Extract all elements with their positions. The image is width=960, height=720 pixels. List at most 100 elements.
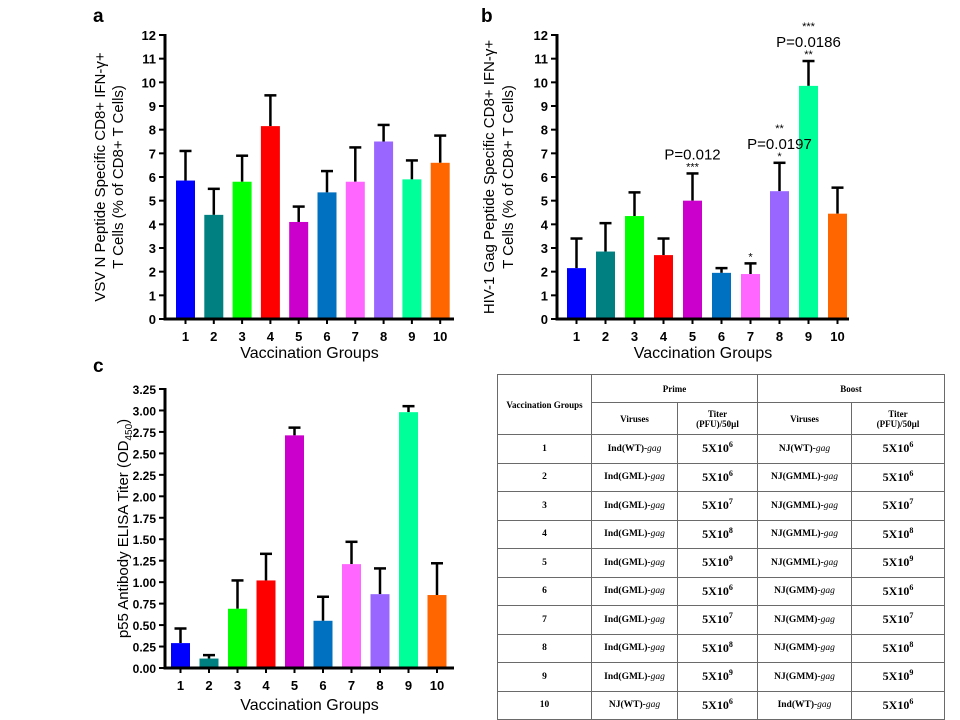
y-tick-label: 5 [541, 194, 548, 209]
x-tick-label: 8 [776, 329, 783, 344]
y-tick-label: 2 [541, 265, 548, 280]
cell-boost-titer: 5X109 [851, 548, 945, 578]
y-tick-label: 10 [534, 75, 548, 90]
x-tick-label: 8 [376, 678, 383, 693]
virus-name: Ind(GML)- [604, 643, 651, 654]
cell-group: 9 [497, 662, 592, 692]
gene-name: gag [650, 614, 665, 625]
cell-boost-virus: NJ(GMML)-gag [757, 548, 852, 578]
cell-prime-virus: Ind(GML)-gag [591, 605, 678, 635]
table-row: 8 Ind(GML)-gag 5X108 NJ(GMM)-gag 5X108 [497, 633, 945, 663]
cell-boost-titer: 5X107 [851, 605, 945, 635]
titer-base: 5X10 [882, 640, 910, 655]
cell-group: 10 [497, 690, 592, 720]
virus-name: NJ(GMML)- [770, 557, 824, 568]
cell-boost-virus: NJ(GMML)-gag [757, 462, 852, 492]
cell-boost-titer: 5X106 [851, 690, 945, 720]
cell-prime-virus: Ind(GML)-gag [591, 576, 678, 606]
x-tick-label: 6 [319, 678, 326, 693]
x-axis-label: Vaccination Groups [634, 345, 772, 362]
bar-group-10 [427, 595, 447, 668]
x-tick-label: 5 [295, 329, 302, 344]
gene-name: gag [645, 700, 661, 711]
y-tick-label: 11 [142, 52, 156, 67]
bar-group-2 [596, 251, 615, 319]
table-row: 3 Ind(GML)-gag 5X107 NJ(GMML)-gag 5X107 [497, 491, 945, 521]
y-tick-label: 2.75 [133, 426, 157, 440]
panel-label-c: c [93, 356, 104, 377]
cell-prime-virus: Ind(GML)-gag [591, 662, 678, 692]
titer-exponent: 8 [909, 525, 914, 535]
gene-name: gag [815, 443, 831, 454]
x-tick-label: 10 [430, 678, 444, 693]
titer-exponent: 7 [909, 497, 914, 507]
y-tick-label: 6 [149, 170, 156, 185]
cell-group: 3 [497, 491, 592, 521]
y-axis-label-main: p55 Antibody ELISA Titer (OD [115, 440, 132, 638]
virus-name: NJ(GMML)- [770, 500, 824, 511]
table-row: 9 Ind(GML)-gag 5X109 NJ(GMM)-gag 5X109 [497, 662, 945, 692]
cell-boost-virus: NJ(WT)-gag [757, 434, 852, 464]
bar-group-1 [567, 268, 586, 319]
bar-group-8 [374, 141, 394, 319]
bar-group-6 [712, 272, 731, 319]
table-row: 4 Ind(GML)-gag 5X108 NJ(GMML)-gag 5X108 [497, 519, 945, 549]
bar-group-9 [399, 412, 418, 668]
y-tick-label: 1 [541, 288, 548, 303]
bar-group-9 [799, 85, 818, 319]
titer-base: 5X10 [702, 526, 729, 541]
x-tick-label: 7 [352, 329, 359, 344]
gene-name: gag [650, 529, 665, 540]
virus-name: Ind(GML)- [604, 529, 651, 540]
y-tick-label: 6 [541, 170, 548, 185]
significance-stars: * [748, 251, 753, 263]
bar-group-4 [654, 255, 673, 319]
gene-name: gag [823, 529, 838, 540]
x-tick-label: 9 [405, 678, 412, 693]
bar-group-4 [256, 580, 276, 668]
x-tick-label: 5 [689, 329, 696, 344]
virus-name: NJ(GMM)- [774, 614, 821, 625]
bar-group-5 [285, 435, 304, 668]
titer-exponent: 6 [909, 440, 914, 450]
virus-name: Ind(GML)- [604, 671, 651, 682]
cell-prime-virus: NJ(WT)-gag [591, 690, 678, 720]
y-tick-label: 3.25 [133, 383, 157, 397]
x-tick-label: 6 [718, 329, 725, 344]
cell-prime-virus: Ind(GML)-gag [591, 519, 678, 549]
significance-stars-upper: *** [802, 21, 816, 33]
cell-boost-virus: NJ(GMM)-gag [757, 633, 852, 663]
titer-base: 5X10 [702, 640, 729, 655]
bar-group-3 [228, 608, 247, 668]
vaccination-table: Vaccination Groups Prime Boost Viruses T… [497, 374, 945, 720]
header-boost-titer: Titer (PFU)/50µl [851, 402, 945, 435]
chart-c: 1 2 3 4 5 6 7 8 9 10 0.00 0.25 0.50 0.75 1.00 1.25 1.50 1… [115, 383, 454, 714]
x-tick-label: 10 [830, 329, 844, 344]
cell-boost-virus: Ind(WT)-gag [757, 690, 852, 720]
cell-prime-titer: 5X108 [677, 633, 758, 663]
cell-prime-titer: 5X107 [677, 491, 758, 521]
titer-exponent: 7 [728, 611, 733, 621]
cell-boost-virus: NJ(GMML)-gag [757, 519, 852, 549]
table-row: 10 NJ(WT)-gag 5X106 Ind(WT)-gag 5X106 [497, 690, 945, 720]
y-axis-label-end: ) [115, 419, 132, 424]
titer-base: 5X10 [882, 669, 910, 684]
x-axis-label: Vaccination Groups [240, 345, 378, 362]
virus-name: Ind(WT)- [607, 443, 648, 454]
titer-base: 5X10 [882, 498, 910, 513]
cell-prime-titer: 5X107 [677, 605, 758, 635]
cell-prime-virus: Ind(WT)-gag [591, 434, 678, 464]
y-tick-label: 1.50 [133, 533, 157, 547]
virus-name: Ind(GML)- [604, 614, 651, 625]
virus-name: Ind(GML)- [604, 472, 651, 483]
gene-name: gag [650, 500, 665, 511]
y-tick-label: 7 [541, 146, 548, 161]
x-tick-label: 4 [267, 329, 275, 344]
y-tick-label: 0.50 [133, 619, 157, 633]
y-axis-label-line1: VSV N Peptide Specific CD8+ IFN-γ+ [92, 52, 109, 302]
titer-base: 5X10 [702, 612, 729, 627]
titer-base: 5X10 [882, 469, 910, 484]
cell-boost-titer: 5X107 [851, 491, 945, 521]
